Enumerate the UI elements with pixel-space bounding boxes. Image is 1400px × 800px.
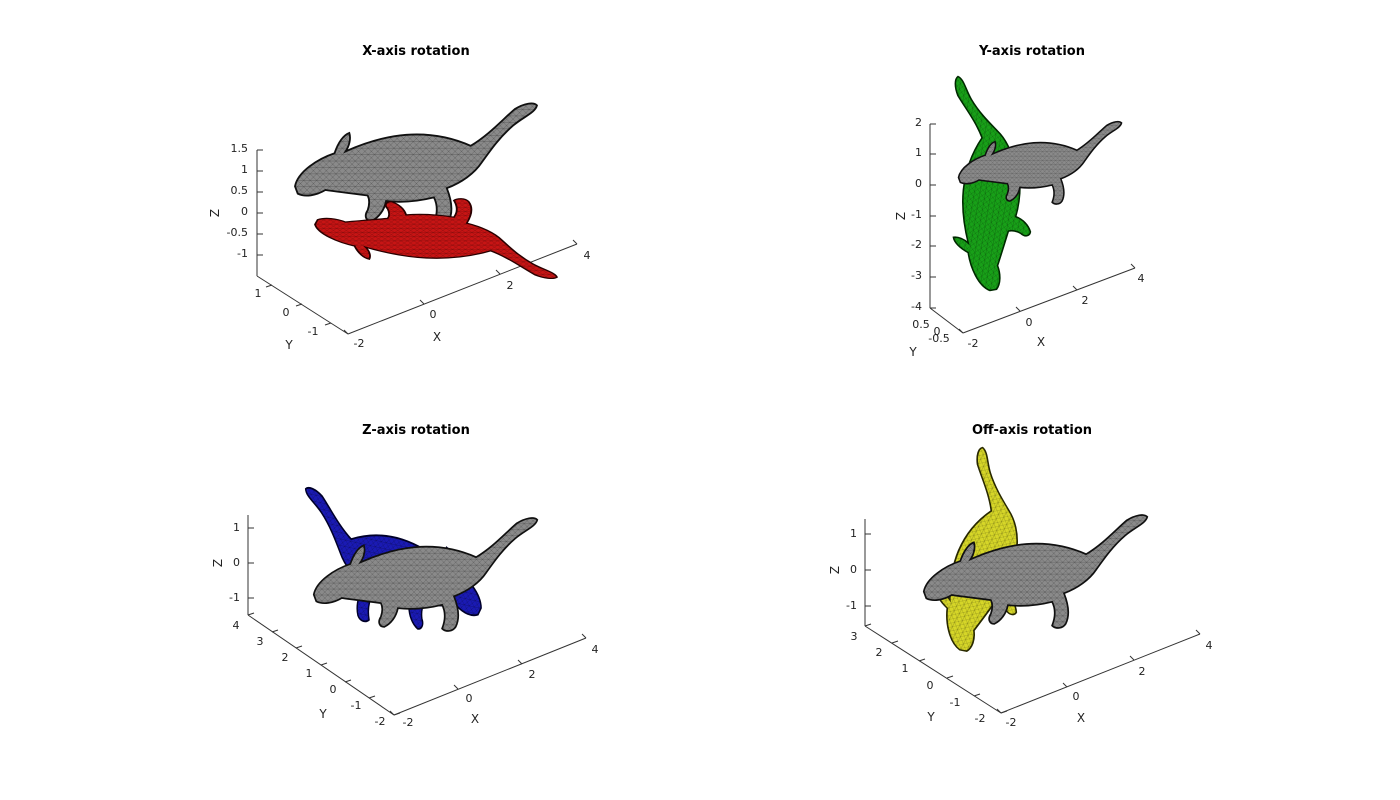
axes-box: [864, 519, 1201, 714]
y-axis-label: Y: [908, 345, 917, 359]
x-tick-label: 4: [1206, 639, 1213, 652]
z-tick-label: 0.5: [231, 184, 249, 197]
z-tick-label: 1: [915, 146, 922, 159]
panel-y-rotation: Y-axis rotation 2 1 0 -1 -2 -3 -4 0.5 0 …: [894, 44, 1145, 359]
x-tick-label: 0: [1073, 690, 1080, 703]
x-tick-label: -2: [403, 716, 414, 729]
panel-off-axis-rotation: Off-axis rotation 1 0 -1 3 2 1 0 -1 -2 -…: [828, 423, 1213, 729]
z-axis-label: Z: [211, 559, 225, 567]
y-tick-label: 1: [306, 667, 313, 680]
panel-x-rotation: X-axis rotation 1.5 1 0.5 0 -0.5 -1 1 0 …: [208, 44, 591, 352]
y-axis-label: Y: [318, 707, 327, 721]
x-tick-label: 4: [592, 643, 599, 656]
z-tick-label: -2: [911, 238, 922, 251]
z-tick-label: -1: [237, 247, 248, 260]
z-axis-label: Z: [208, 209, 222, 217]
z-tick-label: 1: [850, 527, 857, 540]
y-tick-label: 3: [851, 630, 858, 643]
x-axis-label: X: [471, 712, 479, 726]
y-tick-label: 0.5: [912, 318, 930, 331]
panel-title: X-axis rotation: [362, 44, 469, 59]
panel-title: Y-axis rotation: [978, 44, 1085, 59]
z-tick-label: 1: [233, 521, 240, 534]
y-tick-label: -2: [375, 715, 386, 728]
z-tick-label: -3: [911, 269, 922, 282]
x-tick-label: 2: [507, 279, 514, 292]
z-tick-label: 1: [241, 163, 248, 176]
y-tick-label: 2: [876, 646, 883, 659]
y-tick-label: 0: [330, 683, 337, 696]
y-tick-label: -1: [351, 699, 362, 712]
y-tick-label: 2: [282, 651, 289, 664]
x-tick-label: 4: [584, 249, 591, 262]
panel-title: Z-axis rotation: [362, 423, 470, 438]
y-ticks: 3 2 1 0 -1 -2: [851, 623, 1008, 725]
x-axis-label: X: [1037, 335, 1045, 349]
y-ticks: 0.5 0 -0.5: [912, 318, 949, 345]
x-tick-label: 0: [430, 308, 437, 321]
z-tick-label: -1: [911, 208, 922, 221]
x-ticks: -2 0 2 4: [389, 633, 599, 729]
x-tick-label: -2: [968, 337, 979, 350]
y-ticks: 1 0 -1: [255, 284, 332, 338]
z-tick-label: 0: [241, 205, 248, 218]
y-tick-label: 0: [934, 325, 941, 338]
x-axis-label: X: [1077, 711, 1085, 725]
x-ticks: -2 0 2 4: [996, 629, 1213, 729]
z-axis-label: Z: [828, 566, 842, 574]
z-ticks: 1 0 -1: [846, 527, 871, 612]
z-tick-label: -0.5: [227, 226, 248, 239]
x-tick-label: 2: [1082, 294, 1089, 307]
x-axis-label: X: [433, 330, 441, 344]
x-tick-label: -2: [354, 337, 365, 350]
z-axis-label: Z: [894, 212, 908, 220]
y-tick-label: 0: [927, 679, 934, 692]
y-tick-label: -1: [308, 325, 319, 338]
y-tick-label: 3: [257, 635, 264, 648]
y-axis-label: Y: [284, 338, 293, 352]
mesh-original: [294, 102, 538, 227]
y-ticks: 4 3 2 1 0 -1 -2: [233, 612, 401, 728]
x-tick-label: 4: [1138, 272, 1145, 285]
panel-title: Off-axis rotation: [972, 423, 1092, 438]
x-tick-label: -2: [1006, 716, 1017, 729]
z-tick-label: 0: [850, 563, 857, 576]
x-tick-label: 0: [466, 692, 473, 705]
z-tick-label: 0: [233, 556, 240, 569]
z-tick-label: -1: [229, 591, 240, 604]
x-tick-label: 2: [529, 668, 536, 681]
y-tick-label: -2: [975, 712, 986, 725]
z-tick-label: 1.5: [231, 142, 249, 155]
z-tick-label: 2: [915, 116, 922, 129]
y-axis-label: Y: [926, 710, 935, 724]
y-tick-label: 1: [902, 662, 909, 675]
y-tick-label: 4: [233, 619, 240, 632]
x-tick-label: 2: [1139, 665, 1146, 678]
z-tick-label: -4: [911, 300, 922, 313]
panel-z-rotation: Z-axis rotation 1 0 -1 4 3 2 1 0 -1 -2 -…: [211, 423, 599, 729]
z-ticks: 2 1 0 -1 -2 -3 -4: [911, 116, 936, 313]
z-ticks: 1.5 1 0.5 0 -0.5 -1: [227, 142, 263, 260]
y-tick-label: 1: [255, 287, 262, 300]
y-tick-label: -0.5: [928, 332, 949, 345]
x-ticks: -2 0 2 4: [958, 263, 1145, 350]
z-tick-label: 0: [915, 177, 922, 190]
x-tick-label: 0: [1026, 316, 1033, 329]
x-ticks: -2 0 2 4: [343, 239, 591, 350]
z-ticks: 1 0 -1: [229, 521, 254, 604]
y-tick-label: 0: [283, 306, 290, 319]
z-tick-label: -1: [846, 599, 857, 612]
y-tick-label: -1: [950, 696, 961, 709]
